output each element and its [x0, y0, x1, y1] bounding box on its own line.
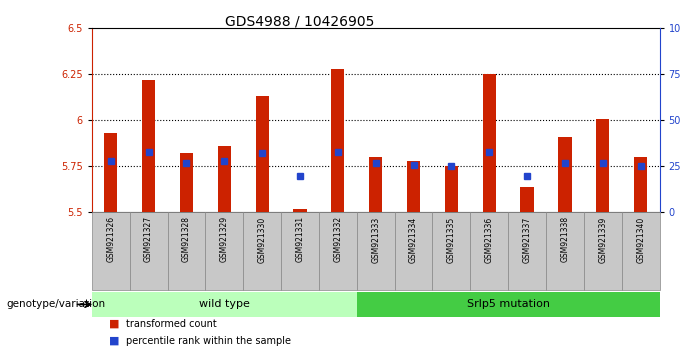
Text: genotype/variation: genotype/variation — [7, 299, 106, 309]
Bar — [243, 212, 281, 290]
Bar — [205, 212, 243, 290]
Bar — [508, 212, 546, 290]
Text: transformed count: transformed count — [126, 319, 216, 329]
Bar — [432, 212, 471, 290]
Text: GSM921329: GSM921329 — [220, 216, 228, 262]
Bar — [357, 292, 660, 317]
Bar — [293, 209, 307, 212]
Text: GSM921327: GSM921327 — [144, 216, 153, 262]
Text: percentile rank within the sample: percentile rank within the sample — [126, 336, 291, 346]
Bar — [634, 157, 647, 212]
Bar — [130, 212, 167, 290]
Text: GSM921338: GSM921338 — [560, 216, 569, 262]
Text: ■: ■ — [109, 319, 119, 329]
Bar — [256, 96, 269, 212]
Bar — [331, 69, 345, 212]
Bar — [596, 119, 609, 212]
Bar — [104, 133, 118, 212]
Bar — [142, 80, 155, 212]
Bar — [471, 212, 508, 290]
Text: ■: ■ — [109, 336, 119, 346]
Text: GSM921337: GSM921337 — [523, 216, 532, 263]
Text: GSM921339: GSM921339 — [598, 216, 607, 263]
Bar — [445, 166, 458, 212]
Bar — [180, 154, 193, 212]
Text: GSM921340: GSM921340 — [636, 216, 645, 263]
Bar — [218, 146, 231, 212]
Text: GSM921331: GSM921331 — [296, 216, 305, 262]
Text: GSM921333: GSM921333 — [371, 216, 380, 263]
Text: GSM921332: GSM921332 — [333, 216, 342, 262]
Bar — [483, 74, 496, 212]
Bar — [394, 212, 432, 290]
Text: Srlp5 mutation: Srlp5 mutation — [466, 299, 549, 309]
Bar — [622, 212, 660, 290]
Bar — [281, 212, 319, 290]
Bar — [357, 212, 394, 290]
Bar — [369, 157, 382, 212]
Text: GSM921330: GSM921330 — [258, 216, 267, 263]
Bar — [167, 212, 205, 290]
Bar — [558, 137, 572, 212]
Bar — [407, 161, 420, 212]
Text: GSM921334: GSM921334 — [409, 216, 418, 263]
Text: GSM921328: GSM921328 — [182, 216, 191, 262]
Text: GSM921336: GSM921336 — [485, 216, 494, 263]
Bar — [319, 212, 357, 290]
Text: wild type: wild type — [199, 299, 250, 309]
Bar — [92, 212, 130, 290]
Text: GDS4988 / 10426905: GDS4988 / 10426905 — [224, 14, 374, 28]
Bar — [546, 212, 584, 290]
Bar — [92, 292, 357, 317]
Text: GSM921335: GSM921335 — [447, 216, 456, 263]
Bar — [520, 187, 534, 212]
Text: GSM921326: GSM921326 — [106, 216, 115, 262]
Bar — [584, 212, 622, 290]
